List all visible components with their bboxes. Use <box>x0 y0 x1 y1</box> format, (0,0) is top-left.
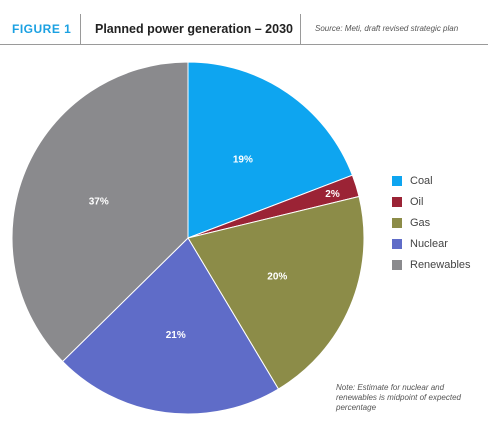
legend-item-coal: Coal <box>392 170 471 191</box>
legend-swatch-nuclear <box>392 238 402 249</box>
header-divider <box>300 14 301 44</box>
data-label-gas: 20% <box>267 271 287 282</box>
chart-footnote: Note: Estimate for nuclear and renewable… <box>336 383 461 412</box>
pie-slice-renewables <box>11 61 189 363</box>
header-divider <box>80 14 81 44</box>
pie-slice-gas <box>187 195 365 390</box>
legend-item-nuclear: Nuclear <box>392 233 471 254</box>
legend-item-renewables: Renewables <box>392 254 471 275</box>
legend-swatch-oil <box>392 196 402 207</box>
data-label-renewables: 37% <box>89 197 109 208</box>
legend: Coal Oil Gas Nuclear Renewables <box>392 170 471 275</box>
chart-title: Planned power generation – 2030 <box>95 22 293 36</box>
source-note: Source: Meti, draft revised strategic pl… <box>315 24 459 33</box>
legend-label: Oil <box>410 195 424 208</box>
figure-header: FIGURE 1 Planned power generation – 2030… <box>0 14 488 45</box>
legend-swatch-gas <box>392 217 402 228</box>
legend-item-gas: Gas <box>392 212 471 233</box>
legend-label: Coal <box>410 174 433 187</box>
legend-swatch-renewables <box>392 259 402 270</box>
pie-slice-nuclear <box>61 237 280 415</box>
data-label-nuclear: 21% <box>166 330 186 341</box>
data-label-oil: 2% <box>325 189 340 200</box>
legend-label: Gas <box>410 216 431 229</box>
pie-slice-coal <box>187 61 354 239</box>
legend-item-oil: Oil <box>392 191 471 212</box>
figure-label: FIGURE 1 <box>12 22 72 36</box>
legend-swatch-coal <box>392 175 402 186</box>
legend-label: Nuclear <box>410 237 448 250</box>
data-label-coal: 19% <box>233 154 253 165</box>
header-rule <box>0 44 488 45</box>
legend-label: Renewables <box>410 258 471 271</box>
